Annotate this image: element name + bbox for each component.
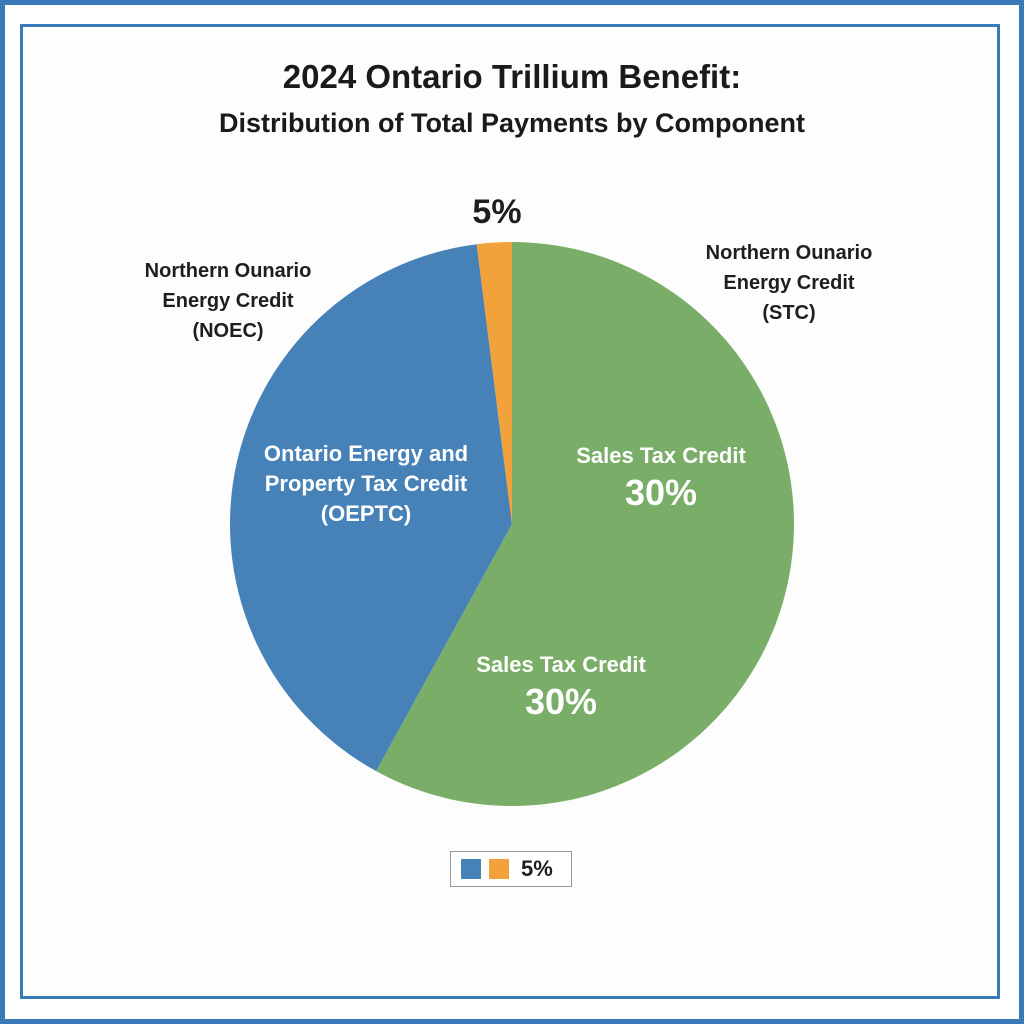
pie-slice-orange	[476, 241, 512, 524]
oeptc-slice-label: Ontario Energy and Property Tax Credit (…	[236, 439, 496, 529]
noec-label-line: (NOEC)	[192, 320, 264, 342]
sales-tax-credit-label-text: Sales Tax Credit	[476, 652, 646, 677]
sales-tax-credit-label-text: Sales Tax Credit	[576, 443, 746, 468]
stc-outer-label: Northern Ounario Energy Credit (STC)	[679, 238, 899, 328]
oeptc-label-line: Ontario Energy and	[263, 441, 469, 466]
noec-outer-label: Northern Ounario Energy Credit (NOEC)	[118, 256, 338, 346]
legend-swatch-blue	[461, 859, 481, 879]
pie-slice-green	[376, 242, 795, 806]
noec-label-line: Energy Credit	[162, 290, 294, 312]
pie-slice-blue	[229, 244, 512, 772]
sales-tax-credit-percent: 30%	[524, 681, 598, 722]
stc-label-line: Energy Credit	[723, 272, 855, 294]
oeptc-label-line: Property Tax Credit	[264, 471, 468, 496]
chart-subtitle: Distribution of Total Payments by Compon…	[218, 108, 805, 138]
sales-tax-credit-label-upper: Sales Tax Credit 30%	[541, 441, 781, 515]
oeptc-label-line: (OEPTC)	[320, 501, 412, 526]
orange-slice-percent-label: 5%	[472, 193, 522, 231]
chart-title: 2024 Ontario Trillium Benefit:	[282, 58, 742, 95]
legend-label: 5%	[521, 856, 553, 881]
stc-label-line: (STC)	[762, 302, 816, 324]
sales-tax-credit-label-lower: Sales Tax Credit 30%	[441, 650, 681, 724]
noec-label-line: Northern Ounario	[144, 260, 312, 282]
stc-label-line: Northern Ounario	[705, 242, 873, 264]
sales-tax-credit-percent: 30%	[624, 472, 698, 513]
legend-swatch-orange	[489, 859, 509, 879]
chart-legend: 5%	[450, 851, 572, 887]
